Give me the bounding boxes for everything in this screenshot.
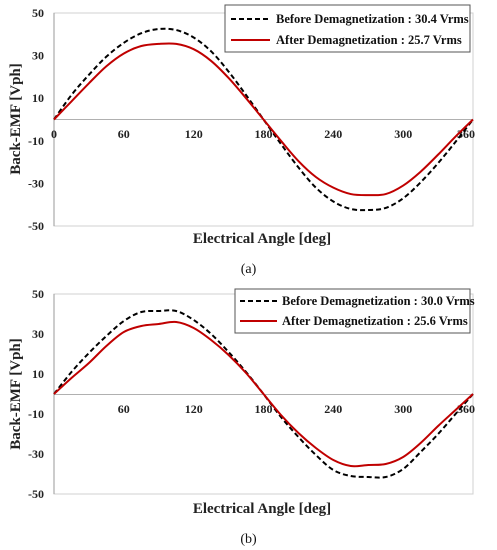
legend-b: Before Demagnetization : 30.0 Vrms After… xyxy=(234,288,475,334)
legend-label-after: After Demagnetization : 25.6 Vrms xyxy=(282,314,468,328)
y-tick-label: 10 xyxy=(32,367,44,381)
x-tick-label: 0 xyxy=(51,127,57,141)
y-tick-label: -50 xyxy=(28,219,44,233)
legend-a: Before Demagnetization : 30.4 Vrms After… xyxy=(224,4,471,53)
y-tick-label: -10 xyxy=(28,407,44,421)
x-tick-label: 300 xyxy=(394,127,412,141)
x-tick-label: 240 xyxy=(324,402,342,416)
chart-panel-b: 50 30 10 -10 -30 -50 60 120 180 240 300 … xyxy=(8,287,475,547)
x-tick-label: 180 xyxy=(255,127,273,141)
series-line-after-demag xyxy=(53,320,474,468)
x-tick-label: 300 xyxy=(394,402,412,416)
y-tick-label: 30 xyxy=(32,49,44,63)
x-tick-label: 120 xyxy=(185,402,203,416)
series-line-before-demag xyxy=(53,27,474,212)
y-tick-labels-b: 50 30 10 -10 -30 -50 xyxy=(28,287,44,501)
series-lines-b xyxy=(53,309,474,479)
legend-label-before: Before Demagnetization : 30.4 Vrms xyxy=(276,12,469,26)
y-tick-label: -50 xyxy=(28,487,44,501)
x-tick-label: 120 xyxy=(185,127,203,141)
x-axis-title: Electrical Angle [deg] xyxy=(193,501,331,517)
y-tick-label: 30 xyxy=(32,327,44,341)
legend-label-before: Before Demagnetization : 30.0 Vrms xyxy=(282,294,475,308)
x-tick-labels-a: 0 60 120 180 240 300 360 xyxy=(51,127,475,141)
y-axis-title: Back-EMF [Vph] xyxy=(8,63,24,175)
series-lines-a xyxy=(53,27,474,212)
y-tick-label: -10 xyxy=(28,134,44,148)
y-tick-label: 50 xyxy=(32,287,44,301)
series-line-after-demag xyxy=(53,42,474,197)
panel-caption-b: (b) xyxy=(240,532,257,547)
y-tick-label: -30 xyxy=(28,447,44,461)
x-tick-label: 60 xyxy=(118,402,130,416)
legend-box xyxy=(234,288,471,334)
x-tick-label: 240 xyxy=(324,127,342,141)
panel-caption-a: (a) xyxy=(241,262,257,277)
y-tick-label: -30 xyxy=(28,176,44,190)
y-tick-label: 50 xyxy=(32,6,44,20)
y-tick-labels-a: 50 30 10 -10 -30 -50 xyxy=(28,6,44,233)
legend-label-after: After Demagnetization : 25.7 Vrms xyxy=(276,33,462,47)
x-axis-title: Electrical Angle [deg] xyxy=(193,231,331,247)
y-tick-label: 10 xyxy=(32,91,44,105)
y-axis-title: Back-EMF [Vph] xyxy=(8,338,24,450)
x-tick-label: 180 xyxy=(255,402,273,416)
x-tick-label: 60 xyxy=(118,127,130,141)
x-tick-labels-b: 60 120 180 240 300 360 xyxy=(118,402,475,416)
chart-panel-a: 50 30 10 -10 -30 -50 0 60 120 180 240 30… xyxy=(8,4,475,277)
legend-box xyxy=(224,4,471,53)
